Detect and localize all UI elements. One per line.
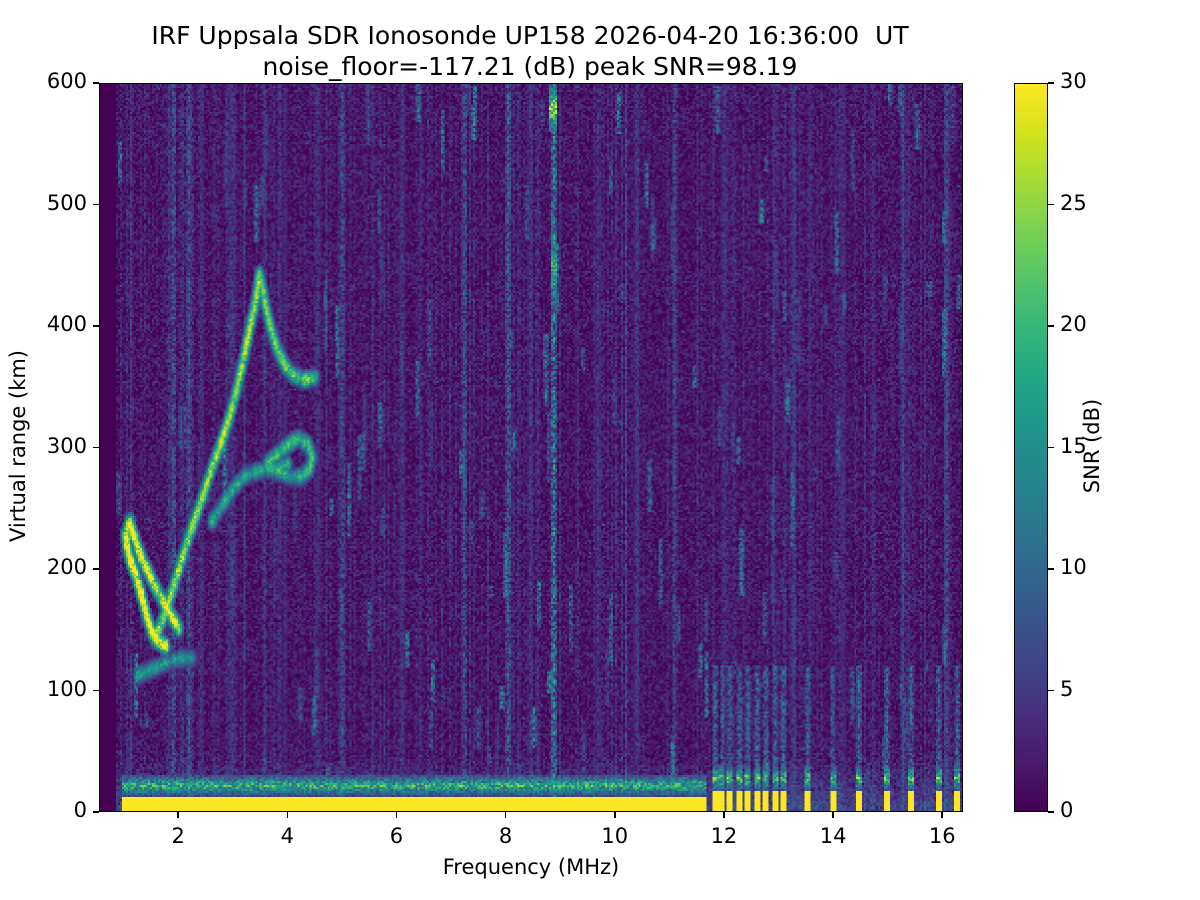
x-tick-mark: [177, 812, 179, 818]
y-tick-mark: [93, 325, 99, 327]
colorbar-tick-mark: [1048, 811, 1054, 813]
colorbar-gradient: [1015, 84, 1047, 811]
colorbar-tick-label: 30: [1060, 69, 1087, 93]
x-tick-mark: [395, 812, 398, 818]
title-line-2: noise_floor=-117.21 (dB) peak SNR=98.19: [262, 52, 798, 81]
title-line-1: IRF Uppsala SDR Ionosonde UP158 2026-04-…: [151, 21, 909, 50]
x-tick-label: 14: [819, 824, 847, 848]
colorbar-tick-mark: [1048, 203, 1054, 206]
x-axis-label: Frequency (MHz): [442, 855, 620, 879]
x-tick-mark: [723, 812, 725, 818]
y-tick-mark: [93, 568, 99, 570]
y-tick-label: 400: [46, 312, 87, 336]
y-tick-label: 0: [73, 798, 87, 822]
y-tick-mark: [93, 203, 99, 206]
y-tick-mark: [93, 446, 99, 449]
x-tick-label: 2: [171, 824, 185, 848]
y-tick-mark: [93, 811, 99, 813]
x-tick-mark: [941, 812, 944, 818]
colorbar-tick-mark: [1048, 82, 1054, 84]
y-tick-label: 200: [46, 555, 87, 579]
colorbar-label: SNR (dB): [1080, 398, 1104, 493]
figure-title: IRF Uppsala SDR Ionosonde UP158 2026-04-…: [0, 20, 1060, 82]
colorbar-tick-label: 10: [1060, 555, 1087, 579]
y-tick-label: 100: [46, 676, 87, 701]
colorbar-tick-label: 25: [1060, 190, 1087, 215]
ionogram-heatmap: [100, 84, 962, 811]
colorbar-tick-label: 5: [1060, 676, 1074, 701]
colorbar-tick-label: 20: [1060, 312, 1087, 336]
colorbar-tick-mark: [1048, 689, 1054, 692]
y-axis-label: Virtual range (km): [6, 349, 30, 542]
x-tick-label: 6: [389, 824, 404, 848]
y-tick-label: 500: [46, 190, 87, 215]
x-tick-mark: [613, 812, 616, 818]
y-tick-label: 300: [46, 433, 87, 458]
x-tick-label: 8: [498, 824, 513, 848]
x-tick-label: 16: [928, 824, 956, 848]
colorbar-tick-label: 15: [1060, 433, 1087, 458]
x-tick-mark: [504, 812, 507, 818]
colorbar-tick-mark: [1048, 325, 1054, 327]
x-tick-label: 4: [280, 824, 294, 848]
x-tick-label: 12: [710, 824, 738, 848]
ionogram-plot-area[interactable]: [99, 83, 963, 812]
x-tick-label: 10: [601, 824, 629, 848]
x-tick-mark: [832, 812, 834, 818]
colorbar-tick-mark: [1048, 446, 1054, 449]
y-tick-mark: [93, 689, 99, 692]
y-tick-label: 600: [46, 69, 87, 93]
colorbar-tick-label: 0: [1060, 798, 1074, 822]
colorbar[interactable]: [1014, 83, 1048, 812]
y-tick-mark: [93, 82, 99, 84]
x-tick-mark: [286, 812, 289, 818]
colorbar-tick-mark: [1048, 568, 1054, 570]
